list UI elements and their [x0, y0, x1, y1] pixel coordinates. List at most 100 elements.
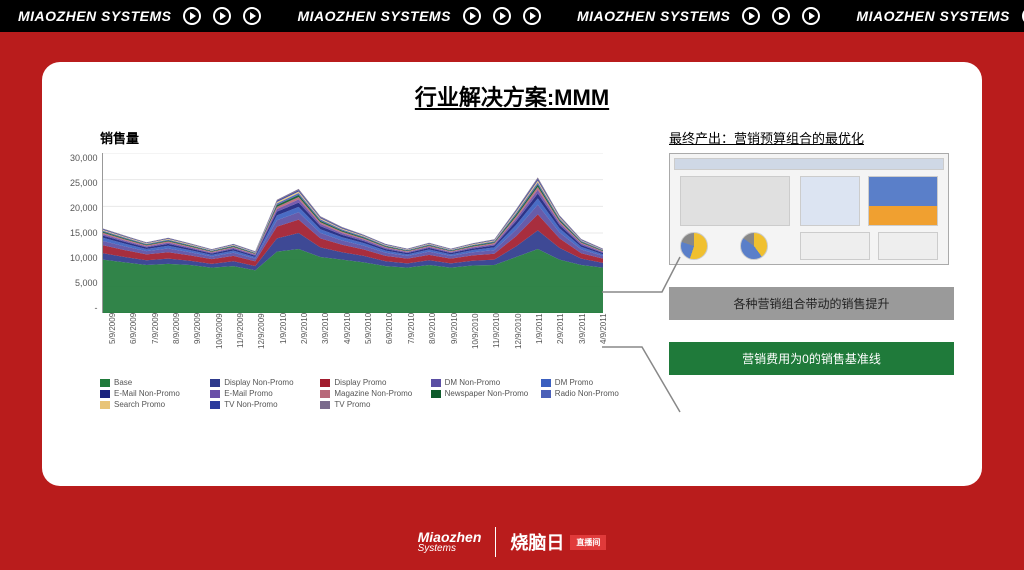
y-tick: 30,000: [70, 153, 98, 163]
y-tick: 20,000: [70, 203, 98, 213]
footer-logo-cn: 烧脑日直播间: [510, 529, 606, 555]
legend-label: Display Non-Promo: [224, 378, 293, 387]
y-tick: 25,000: [70, 178, 98, 188]
legend-item: Base: [100, 377, 210, 388]
legend-item: TV Non-Promo: [210, 399, 320, 410]
callout-uplift: 各种营销组合带动的销售提升: [669, 287, 954, 320]
y-tick: 10,000: [70, 253, 98, 263]
x-tick: 1/9/2011: [535, 313, 544, 371]
footer: MiaozhenSystems 烧脑日直播间: [0, 514, 1024, 570]
legend-label: Display Promo: [334, 378, 386, 387]
x-tick: 12/9/2009: [257, 313, 266, 371]
legend-label: Magazine Non-Promo: [334, 389, 412, 398]
legend-item: Search Promo: [100, 399, 210, 410]
footer-separator: [495, 527, 496, 557]
play-icon: [772, 7, 790, 25]
play-icon: [183, 7, 201, 25]
brand-text: MIAOZHEN SYSTEMS: [856, 8, 1009, 24]
x-tick: 11/9/2010: [492, 313, 501, 371]
content-card: 行业解决方案:MMM 销售量 30,000 25,000 20,000 15,000 1…: [42, 62, 982, 486]
x-tick: 7/9/2010: [407, 313, 416, 371]
x-tick: 2/9/2011: [556, 313, 565, 371]
chart-legend: Base Display Non-Promo Display Promo DM Non…: [100, 377, 651, 410]
x-tick: 12/9/2010: [514, 313, 523, 371]
footer-tag: 直播间: [570, 535, 606, 550]
x-tick: 11/9/2009: [236, 313, 245, 371]
legend-label: E-Mail Non-Promo: [114, 389, 180, 398]
x-tick: 5/9/2009: [108, 313, 117, 371]
y-axis-label: 销售量: [100, 128, 651, 147]
legend-item: E-Mail Promo: [210, 388, 320, 399]
y-tick: 15,000: [70, 228, 98, 238]
play-icon: [802, 7, 820, 25]
x-tick: 8/9/2010: [428, 313, 437, 371]
legend-label: Newspaper Non-Promo: [445, 389, 529, 398]
legend-swatch: [541, 390, 551, 398]
legend-swatch: [210, 379, 220, 387]
x-tick: 5/9/2010: [364, 313, 373, 371]
x-tick: 6/9/2010: [385, 313, 394, 371]
play-icon: [742, 7, 760, 25]
brand-text: MIAOZHEN SYSTEMS: [18, 8, 171, 24]
x-tick: 4/9/2010: [343, 313, 352, 371]
footer-logo-en: MiaozhenSystems: [418, 530, 482, 554]
legend-item: TV Promo: [320, 399, 430, 410]
legend-label: E-Mail Promo: [224, 389, 272, 398]
x-tick: 6/9/2009: [129, 313, 138, 371]
x-tick: 8/9/2009: [172, 313, 181, 371]
y-axis: 30,000 25,000 20,000 15,000 10,000 5,000 -: [70, 153, 102, 313]
x-tick: 7/9/2009: [151, 313, 160, 371]
legend-label: DM Non-Promo: [445, 378, 501, 387]
legend-swatch: [100, 390, 110, 398]
legend-label: Search Promo: [114, 400, 165, 409]
x-tick: 9/9/2010: [450, 313, 459, 371]
legend-label: DM Promo: [555, 378, 593, 387]
legend-item: Newspaper Non-Promo: [431, 388, 541, 399]
legend-swatch: [210, 401, 220, 409]
x-tick: 3/9/2011: [578, 313, 587, 371]
y-tick: -: [95, 303, 98, 313]
legend-item: DM Non-Promo: [431, 377, 541, 388]
callout-uplift-text: 各种营销组合带动的销售提升: [733, 297, 889, 311]
legend-item: Magazine Non-Promo: [320, 388, 430, 399]
stacked-area-chart: [102, 153, 602, 313]
legend-swatch: [541, 379, 551, 387]
callout-baseline: 营销费用为0的销售基准线: [669, 342, 954, 375]
x-tick: 10/9/2010: [471, 313, 480, 371]
legend-swatch: [210, 390, 220, 398]
legend-item: Display Promo: [320, 377, 430, 388]
x-tick: 2/9/2010: [300, 313, 309, 371]
brand-text: MIAOZHEN SYSTEMS: [297, 8, 450, 24]
legend-swatch: [100, 401, 110, 409]
legend-item: Display Non-Promo: [210, 377, 320, 388]
play-icon: [523, 7, 541, 25]
play-icon: [493, 7, 511, 25]
legend-swatch: [320, 390, 330, 398]
x-axis: 5/9/2009 6/9/2009 7/9/2009 8/9/2009 9/9/2009…: [108, 313, 608, 371]
play-icon: [463, 7, 481, 25]
x-tick: 1/9/2010: [279, 313, 288, 371]
legend-label: Base: [114, 378, 132, 387]
x-tick: 3/9/2010: [321, 313, 330, 371]
legend-swatch: [320, 401, 330, 409]
callout-baseline-text: 营销费用为0的销售基准线: [742, 352, 881, 366]
chart-panel: 销售量 30,000 25,000 20,000 15,000 10,000 5,000 -…: [70, 128, 651, 410]
x-tick: 9/9/2009: [193, 313, 202, 371]
legend-label: TV Non-Promo: [224, 400, 277, 409]
legend-swatch: [320, 379, 330, 387]
dashboard-thumbnail: [669, 153, 949, 265]
legend-item: E-Mail Non-Promo: [100, 388, 210, 399]
right-panel-title: 最终产出：营销预算组合的最优化: [669, 128, 954, 147]
page-title: 行业解决方案:MMM: [70, 80, 954, 112]
play-icon: [213, 7, 231, 25]
legend-swatch: [431, 390, 441, 398]
x-tick: 10/9/2009: [215, 313, 224, 371]
legend-label: TV Promo: [334, 400, 370, 409]
brand-text: MIAOZHEN SYSTEMS: [577, 8, 730, 24]
play-icon: [243, 7, 261, 25]
y-tick: 5,000: [75, 278, 98, 288]
topbar: MIAOZHEN SYSTEMS MIAOZHEN SYSTEMS MIAOZHEN…: [0, 0, 1024, 32]
right-panel: 最终产出：营销预算组合的最优化 各种营销组合带动的销售提升 营销费用为0的销售基…: [669, 128, 954, 410]
legend-swatch: [100, 379, 110, 387]
legend-swatch: [431, 379, 441, 387]
